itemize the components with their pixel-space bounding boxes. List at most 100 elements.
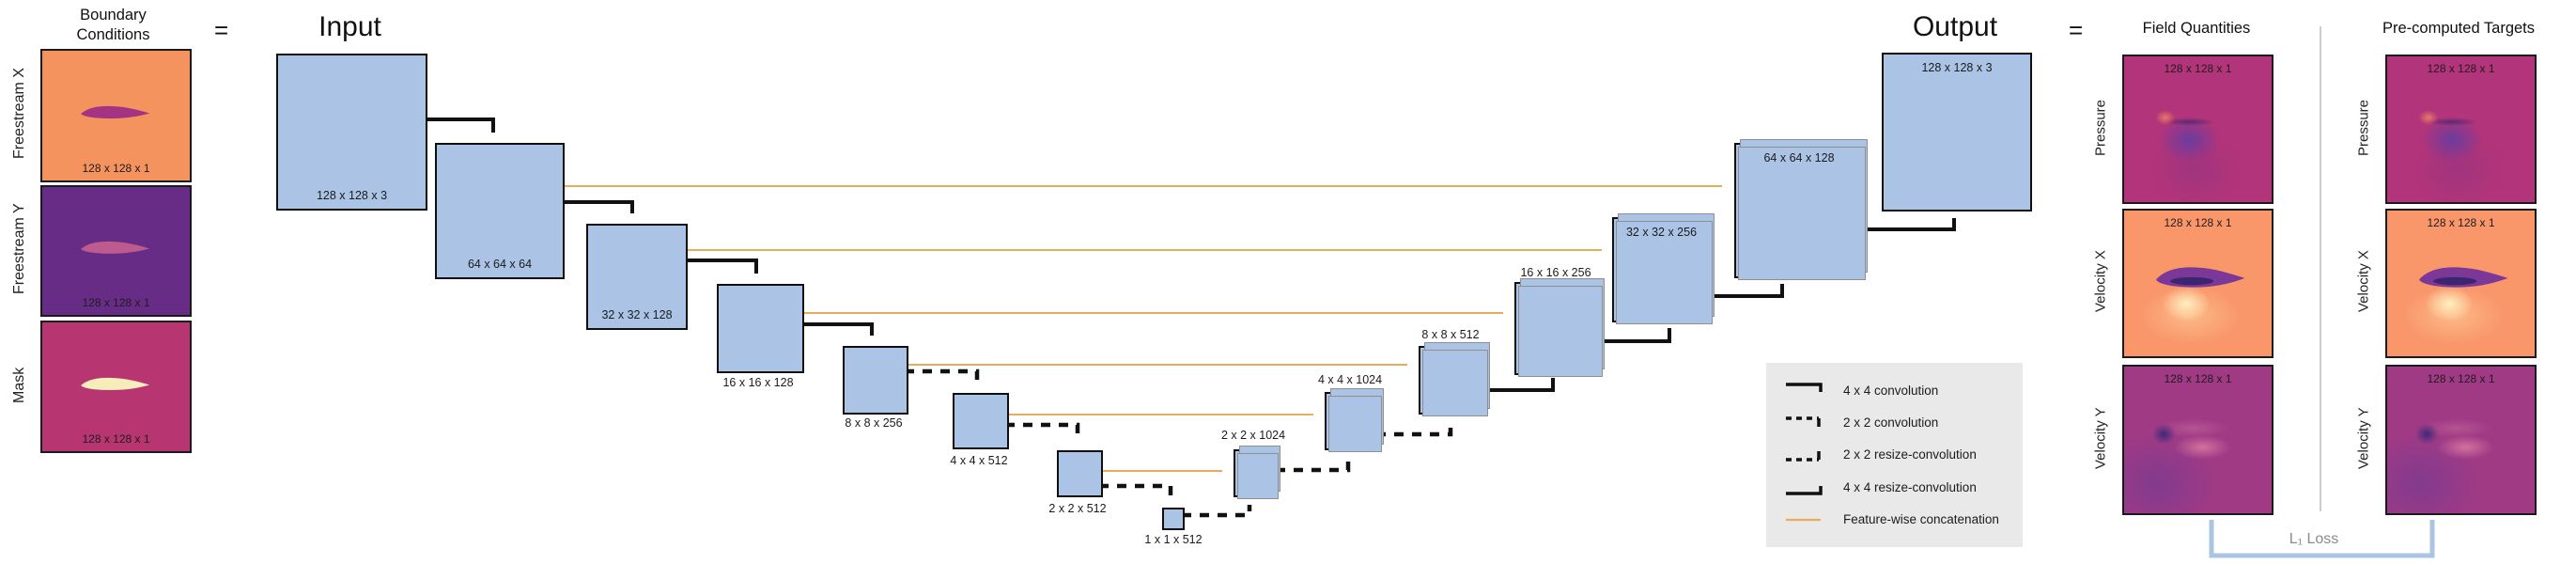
airfoil-silhouette-icon xyxy=(2418,267,2508,288)
freestream-y-label: Freestream Y xyxy=(11,203,27,295)
layer-dims: 64 x 64 x 64 xyxy=(467,258,533,271)
field-quantities-title: Field Quantities xyxy=(2142,20,2251,37)
image-dims: 128 x 128 x 1 xyxy=(2164,62,2232,75)
layer-box-output: 128 x 128 x 3 xyxy=(1882,53,2032,212)
resize4-arrow-3 xyxy=(1707,284,1784,298)
image-dims: 128 x 128 x 1 xyxy=(2427,372,2495,385)
image-dims: 128 x 128 x 1 xyxy=(2164,372,2232,385)
equals-sign-right: = xyxy=(2069,16,2084,44)
layer-box-dec4 xyxy=(1325,388,1384,452)
solid-down-arrow-icon xyxy=(1786,383,1823,393)
velocity-y-field-label: Velocity Y xyxy=(2092,407,2109,469)
legend-row: 4 x 4 convolution xyxy=(1783,378,2023,402)
image-dims: 128 x 128 x 1 xyxy=(2427,216,2495,229)
boundary-conditions-title: Boundary Conditions xyxy=(76,7,150,43)
layer-box-dec8 xyxy=(1419,342,1490,416)
legend-label: 4 x 4 resize-convolution xyxy=(1843,479,1977,494)
layer-box-enc32: 32 x 32 x 128 xyxy=(586,224,688,330)
image-dims: 128 x 128 x 1 xyxy=(2164,216,2232,229)
conv4-arrow-1 xyxy=(424,118,495,133)
layer-dims: 64 x 64 x 128 xyxy=(1763,151,1835,164)
output-title: Output xyxy=(1912,11,1998,42)
layer-box-dec16 xyxy=(1514,278,1605,377)
conv4-arrow-4 xyxy=(800,322,874,336)
airfoil-silhouette-icon xyxy=(80,242,149,255)
legend-label: 2 x 2 convolution xyxy=(1843,415,1939,431)
conv2-arrow-3 xyxy=(1099,483,1173,496)
layer-box-dec32: 32 x 32 x 256 xyxy=(1612,213,1715,324)
layer-dims: 4 x 4 x 1024 xyxy=(1317,373,1383,386)
legend-row: 2 x 2 convolution xyxy=(1783,411,2023,435)
dashed-down-arrow-icon xyxy=(1786,415,1821,427)
legend-label: 2 x 2 resize-convolution xyxy=(1843,447,1977,462)
layer-box-enc2 xyxy=(1057,450,1103,497)
image-dims: 128 x 128 x 1 xyxy=(82,162,150,175)
velocity-x-field-image: 128 x 128 x 1 xyxy=(2122,209,2273,358)
legend-row: Feature-wise concatenation xyxy=(1783,508,2023,532)
image-dims: 128 x 128 x 1 xyxy=(2427,62,2495,75)
conv2-arrow-2 xyxy=(1005,422,1080,440)
velocity-y-target-image: 128 x 128 x 1 xyxy=(2385,365,2537,515)
pressure-field-image: 128 x 128 x 1 xyxy=(2122,55,2273,204)
airfoil-silhouette-icon xyxy=(80,377,149,390)
precomputed-targets-title: Pre-computed Targets xyxy=(2382,20,2536,37)
equals-sign-left: = xyxy=(214,16,229,44)
mask-image: 128 x 128 x 1 xyxy=(40,321,192,453)
velocity-x-target-image: 128 x 128 x 1 xyxy=(2385,209,2537,358)
freestream-x-image: 128 x 128 x 1 xyxy=(40,49,192,182)
conv4-arrow-2 xyxy=(561,200,634,213)
image-dims: 128 x 128 x 1 xyxy=(82,432,150,446)
freestream-y-image: 128 x 128 x 1 xyxy=(40,185,192,317)
layer-box-enc16 xyxy=(717,284,804,373)
layer-dims: 2 x 2 x 512 xyxy=(1048,502,1107,515)
velocity-y-target-label: Velocity Y xyxy=(2355,407,2372,469)
legend-label: Feature-wise concatenation xyxy=(1843,512,1999,527)
layer-box-bottleneck xyxy=(1162,508,1185,530)
layer-dims: 16 x 16 x 256 xyxy=(1520,266,1591,279)
velocity-x-field-label: Velocity X xyxy=(2092,250,2109,313)
pressure-field-label: Pressure xyxy=(2092,99,2109,156)
legend: 4 x 4 convolution 2 x 2 convolution 2 x … xyxy=(1766,363,2023,547)
resize2-arrow-2 xyxy=(1276,459,1351,473)
layer-dims: 128 x 128 x 3 xyxy=(316,189,388,202)
legend-row: 2 x 2 resize-convolution xyxy=(1783,443,2023,467)
column-divider xyxy=(2320,26,2321,511)
layer-dims: 32 x 32 x 128 xyxy=(601,308,673,321)
layer-dims: 16 x 16 x 128 xyxy=(722,376,794,389)
layer-dims: 4 x 4 x 512 xyxy=(950,454,1008,467)
layer-dims: 8 x 8 x 512 xyxy=(1421,328,1480,341)
layer-box-input: 128 x 128 x 3 xyxy=(276,54,427,211)
layer-box-dec2 xyxy=(1234,446,1280,499)
input-title: Input xyxy=(318,11,381,42)
velocity-x-target-label: Velocity X xyxy=(2355,250,2372,313)
mask-label: Mask xyxy=(11,367,27,403)
layer-box-enc64: 64 x 64 x 64 xyxy=(435,143,565,279)
resize2-arrow-3 xyxy=(1376,422,1453,437)
airfoil-silhouette-icon xyxy=(2155,267,2245,288)
velocity-y-field-image: 128 x 128 x 1 xyxy=(2122,365,2273,515)
layer-dims: 1 x 1 x 512 xyxy=(1144,533,1203,546)
layer-dims: 8 x 8 x 256 xyxy=(845,416,903,430)
layer-box-enc4 xyxy=(953,393,1009,449)
pressure-target-image: 128 x 128 x 1 xyxy=(2385,55,2537,204)
image-dims: 128 x 128 x 1 xyxy=(82,296,150,309)
layer-dims: 128 x 128 x 3 xyxy=(1921,61,1993,74)
layer-dims: 2 x 2 x 1024 xyxy=(1220,429,1286,442)
layer-box-enc8 xyxy=(843,346,908,415)
orange-right-arrow-icon xyxy=(1786,518,1821,521)
layer-dims: 32 x 32 x 256 xyxy=(1625,226,1698,239)
freestream-x-label: Freestream X xyxy=(11,68,27,160)
l1-loss-label: L₁ Loss xyxy=(2289,531,2339,547)
resize4-arrow-2 xyxy=(1597,328,1671,343)
resize4-arrow-1 xyxy=(1482,378,1555,392)
resize4-arrow-4 xyxy=(1860,218,1956,231)
pressure-target-label: Pressure xyxy=(2355,99,2372,156)
legend-label: 4 x 4 convolution xyxy=(1843,383,1939,398)
legend-row: 4 x 4 resize-convolution xyxy=(1783,475,2023,499)
solid-up-arrow-icon xyxy=(1786,486,1823,496)
layer-box-dec64: 64 x 64 x 128 xyxy=(1734,139,1868,280)
airfoil-silhouette-icon xyxy=(80,106,149,119)
conv2-arrow-1 xyxy=(905,368,980,383)
